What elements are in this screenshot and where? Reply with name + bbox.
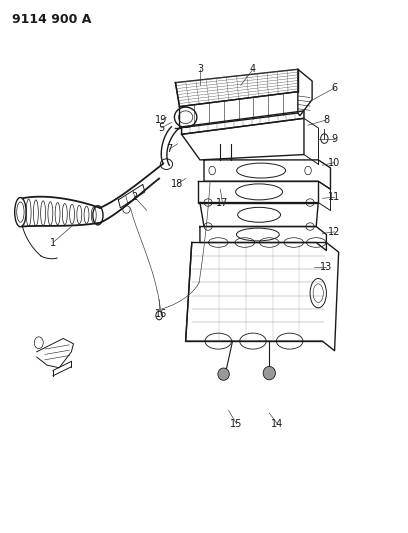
Text: 1: 1 [50, 238, 56, 247]
Text: 8: 8 [323, 115, 330, 125]
Text: 16: 16 [155, 310, 167, 319]
Text: 17: 17 [216, 198, 228, 207]
Text: 14: 14 [271, 419, 284, 429]
Text: 11: 11 [328, 192, 341, 202]
Text: 4: 4 [250, 64, 256, 74]
Ellipse shape [305, 166, 311, 175]
Ellipse shape [156, 311, 162, 320]
Text: 9114 900 A: 9114 900 A [12, 13, 92, 26]
Text: 19: 19 [155, 115, 167, 125]
Text: 18: 18 [171, 179, 184, 189]
Ellipse shape [209, 166, 215, 175]
Text: 5: 5 [158, 123, 164, 133]
Text: 13: 13 [320, 262, 333, 271]
Ellipse shape [218, 368, 229, 381]
Text: 6: 6 [331, 83, 338, 93]
Text: 15: 15 [231, 419, 243, 429]
Text: 7: 7 [166, 144, 173, 154]
Text: 2: 2 [131, 192, 138, 202]
Ellipse shape [263, 367, 275, 379]
Text: 9: 9 [331, 134, 338, 143]
Text: 3: 3 [197, 64, 203, 74]
Text: 10: 10 [328, 158, 341, 167]
Text: 12: 12 [328, 227, 341, 237]
